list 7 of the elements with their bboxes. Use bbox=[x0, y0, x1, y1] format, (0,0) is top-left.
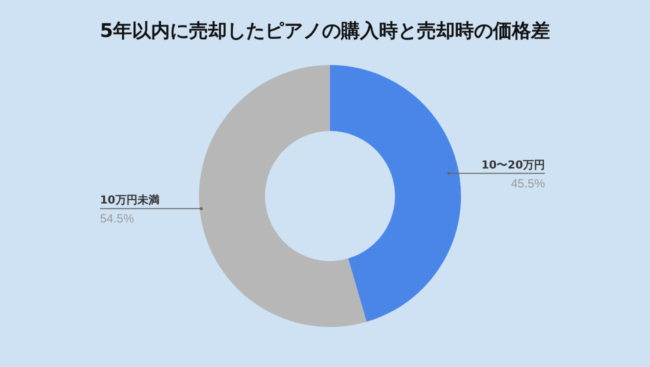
data-label: 54.5% bbox=[100, 212, 134, 226]
donut-slice bbox=[199, 65, 367, 327]
slice-label: 10〜20万円 bbox=[481, 158, 545, 172]
data-label: 45.5% bbox=[510, 176, 546, 190]
chart-title: 5年以内に売却したピアノの購入時と売却時の価格差 bbox=[98, 19, 552, 44]
slice-label: 10万円未満 bbox=[100, 194, 160, 207]
donut-slice bbox=[330, 65, 461, 322]
